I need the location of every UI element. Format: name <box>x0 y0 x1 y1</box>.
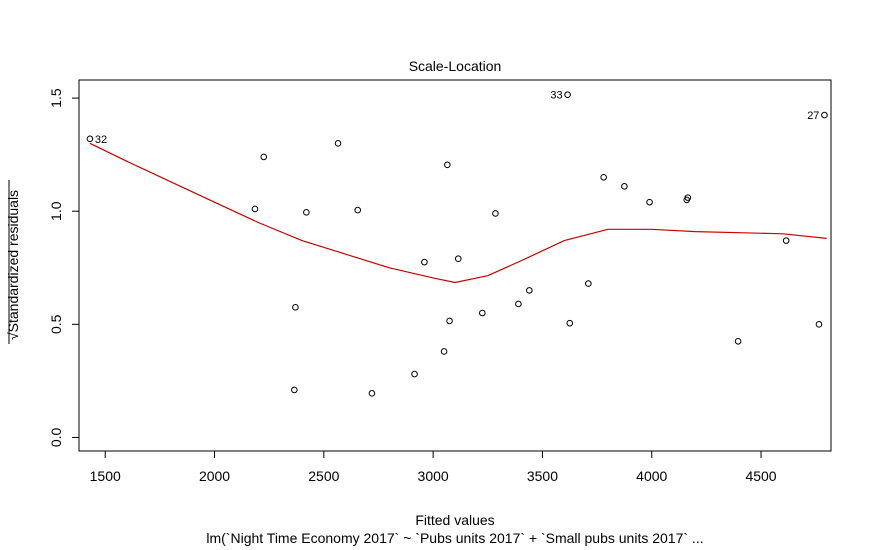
y-tick-label: 1.0 <box>48 201 64 221</box>
plot-frame <box>78 79 832 452</box>
data-point <box>411 370 418 378</box>
point-labels-group: 32 33 27 <box>95 90 820 146</box>
x-tick-label: 3500 <box>527 468 558 484</box>
data-point <box>821 111 828 119</box>
x-tick-label: 1500 <box>90 468 121 484</box>
x-tick-label: 4500 <box>745 468 776 484</box>
data-point <box>291 386 298 394</box>
smooth-line <box>89 142 827 284</box>
point-label: 32 <box>95 134 107 146</box>
x-tick-label: 4000 <box>636 468 667 484</box>
data-point <box>251 205 259 213</box>
data-point <box>526 287 533 294</box>
data-point <box>368 390 376 397</box>
chart-subtitle: lm(`Night Time Economy 2017` ~ `Pubs uni… <box>206 530 703 546</box>
y-tick-label: 0.5 <box>48 314 64 334</box>
data-point <box>260 153 268 161</box>
data-point <box>515 300 522 308</box>
x-axis: 1500 2000 2500 3000 3500 4000 4500 <box>90 450 777 484</box>
data-point <box>454 255 462 263</box>
point-label: 33 <box>550 90 562 102</box>
data-point <box>566 319 574 327</box>
point-label: 27 <box>807 110 819 122</box>
data-point <box>621 183 628 190</box>
data-point <box>492 210 499 217</box>
x-axis-label: Fitted values <box>415 512 494 528</box>
y-axis-label-radical: √ <box>5 332 21 340</box>
data-point <box>734 337 742 345</box>
y-axis: 0.0 0.5 1.0 1.5 <box>48 88 80 447</box>
data-point <box>440 348 448 355</box>
smooth-line-group <box>89 142 827 284</box>
data-point <box>564 91 571 99</box>
data-point <box>354 206 362 214</box>
data-point <box>292 304 299 311</box>
data-point <box>600 173 607 181</box>
x-tick-label: 2000 <box>199 468 230 484</box>
y-tick-label: 0.0 <box>48 427 64 447</box>
x-tick-label: 3000 <box>418 468 449 484</box>
data-point <box>479 309 486 317</box>
points-group <box>86 91 828 397</box>
data-point <box>782 237 790 244</box>
y-axis-label: √Standardized residuals <box>5 190 21 340</box>
y-axis-label-text: Standardized residuals <box>5 190 21 332</box>
data-point <box>646 198 653 206</box>
data-point <box>86 135 94 143</box>
data-point <box>421 258 428 266</box>
data-point <box>334 140 342 147</box>
data-point <box>815 321 823 328</box>
data-point <box>684 194 692 201</box>
chart-title: Scale-Location <box>409 58 502 74</box>
y-tick-label: 1.5 <box>48 88 64 108</box>
data-point <box>446 317 453 325</box>
data-point <box>585 280 592 287</box>
data-point <box>444 161 451 169</box>
data-point <box>303 209 310 216</box>
x-tick-label: 2500 <box>308 468 339 484</box>
svg-text:√Standardized residuals: √Standardized residuals <box>5 190 21 340</box>
